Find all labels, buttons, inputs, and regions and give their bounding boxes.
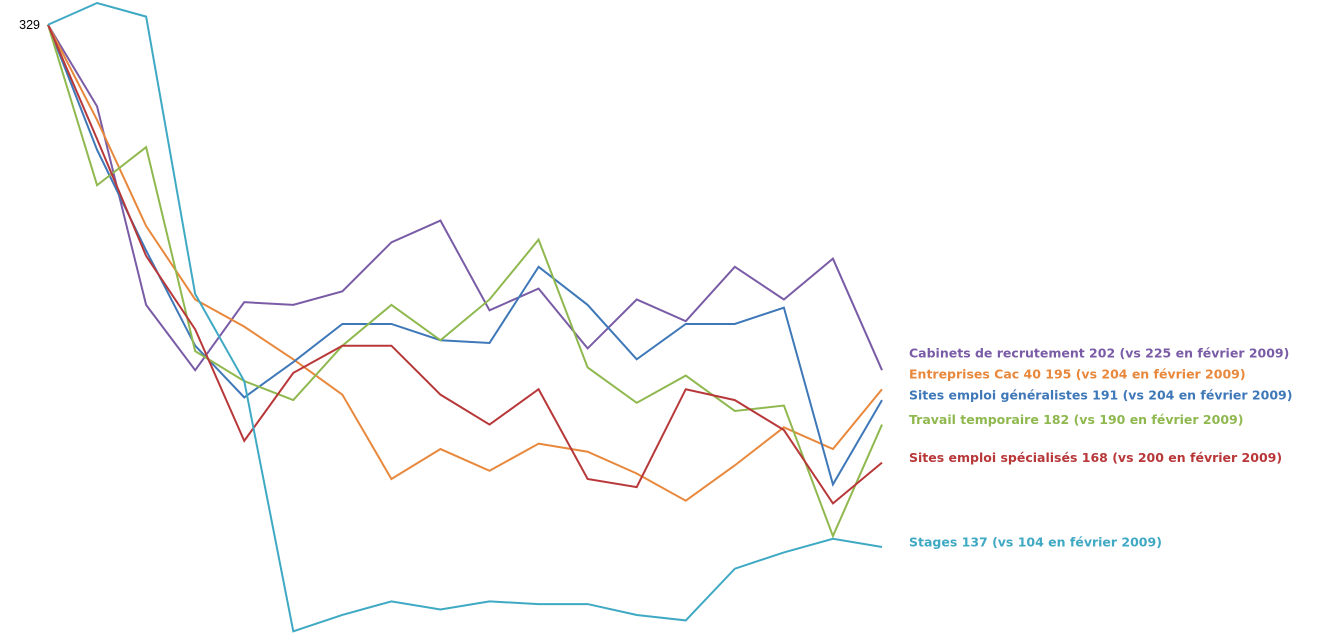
series-label: Cabinets de recrutement 202 (vs 225 en f… [909, 346, 1289, 361]
series-label: Entreprises Cac 40 195 (vs 204 en févrie… [909, 367, 1246, 382]
series-label: Travail temporaire 182 (vs 190 en févrie… [909, 412, 1243, 427]
data-label: 329 [19, 18, 40, 32]
series-label: Sites emploi généralistes 191 (vs 204 en… [909, 388, 1292, 403]
series-line [47, 24, 883, 372]
series-line [47, 24, 883, 505]
series-line [47, 24, 883, 502]
series-line [47, 1, 883, 633]
series-label: Stages 137 (vs 104 en février 2009) [909, 534, 1162, 549]
series-label: Sites emploi spécialisés 168 (vs 200 en … [909, 450, 1282, 465]
series-line [47, 24, 883, 487]
